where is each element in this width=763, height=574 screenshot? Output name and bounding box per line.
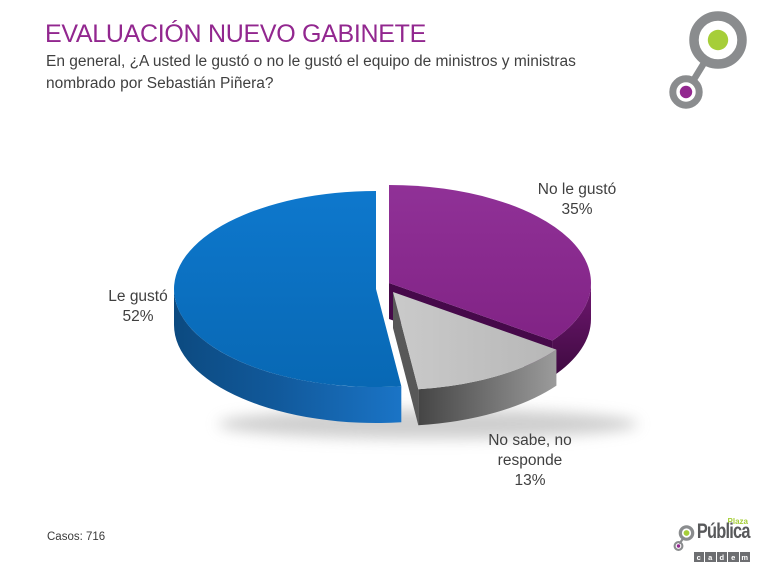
cadem-letter: d bbox=[716, 552, 727, 562]
brand-purple-dot bbox=[676, 544, 681, 548]
slice-label-no-sabe: No sabe, no responde 13% bbox=[475, 431, 585, 491]
pie-slice-cut-no-sabe-no-responde bbox=[393, 292, 419, 426]
page-title: EVALUACIÓN NUEVO GABINETE bbox=[45, 20, 427, 48]
brand-cadem-blocks: c a d e m bbox=[693, 552, 750, 562]
logo-ring-small bbox=[669, 75, 703, 109]
pie-slice-no-sabe-no-responde bbox=[393, 292, 557, 390]
question-subtitle: En general, ¿A usted le gustó o no le gu… bbox=[46, 51, 656, 95]
brand-ring-large bbox=[678, 525, 695, 541]
slice-label-pct: 52% bbox=[122, 308, 154, 325]
cases-label: Casos: 716 bbox=[47, 531, 106, 543]
pie-slice-no-le-gust bbox=[389, 185, 591, 341]
cadem-letter: e bbox=[728, 552, 739, 562]
slice-label-text: No le gustó bbox=[537, 181, 617, 198]
pie-slice-wall-no-sabe-no-responde bbox=[418, 349, 557, 426]
cadem-letter: c bbox=[693, 552, 704, 562]
brand-logo-mark bbox=[673, 525, 695, 551]
cadem-letter: m bbox=[739, 552, 750, 562]
pie-slice-tops bbox=[174, 185, 591, 390]
logo-ring-large bbox=[689, 11, 747, 69]
slice-label-text: Le gustó bbox=[108, 288, 168, 305]
slice-label-le-gusto: Le gustó 52% bbox=[58, 287, 218, 327]
plaza-publica-cadem-logo: Plaza Pública c a d e m bbox=[664, 511, 752, 567]
brand-ring-small bbox=[673, 541, 684, 551]
pie-slice-wall-no-le-gust bbox=[552, 283, 591, 377]
pie-slice-wall-le-gust bbox=[174, 289, 402, 423]
logo-purple-dot bbox=[679, 85, 693, 99]
brand-green-dot bbox=[683, 530, 690, 536]
brand-publica-text: Pública bbox=[697, 520, 751, 543]
pie-slice-le-gust bbox=[174, 191, 402, 387]
slice-label-text: No sabe, no responde bbox=[488, 432, 572, 469]
logo-green-dot bbox=[707, 29, 729, 51]
slice-label-pct: 35% bbox=[561, 201, 593, 218]
subtitle-line-2: nombrado por Sebastián Piñera? bbox=[46, 75, 274, 92]
slice-label-no-le-gusto: No le gustó 35% bbox=[497, 180, 657, 220]
plaza-publica-logo-mark bbox=[669, 11, 747, 109]
slice-label-pct: 13% bbox=[514, 472, 546, 489]
subtitle-line-1: En general, ¿A usted le gustó o no le gu… bbox=[46, 53, 576, 70]
cadem-letter: a bbox=[705, 552, 716, 562]
brand-plaza-text: Plaza bbox=[727, 517, 748, 526]
